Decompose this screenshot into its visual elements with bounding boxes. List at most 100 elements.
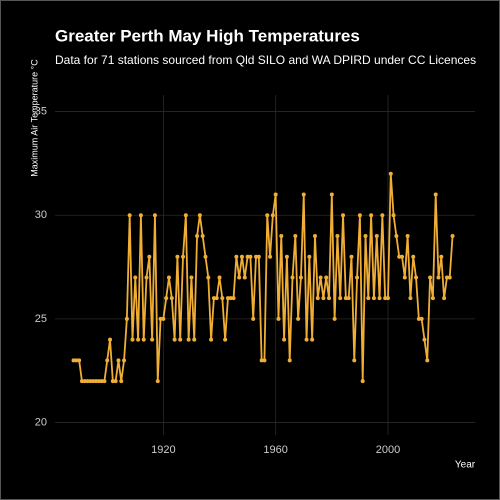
point	[436, 275, 441, 280]
point	[301, 192, 306, 197]
point	[262, 358, 267, 363]
y-tick-label: 35	[35, 105, 47, 117]
point	[352, 358, 357, 363]
point	[124, 316, 129, 321]
point	[304, 337, 309, 342]
point	[102, 379, 107, 384]
x-axis-label: Year	[455, 460, 476, 471]
point	[158, 316, 163, 321]
point	[169, 296, 174, 301]
point	[256, 254, 261, 259]
point	[400, 254, 405, 259]
point	[284, 254, 289, 259]
point	[234, 254, 239, 259]
point	[79, 379, 84, 384]
point	[402, 275, 407, 280]
point	[71, 358, 76, 363]
point	[127, 213, 132, 218]
point	[366, 296, 371, 301]
x-tick-label: 1960	[263, 444, 287, 456]
point	[450, 233, 455, 238]
point	[341, 213, 346, 218]
point	[110, 379, 115, 384]
point	[327, 296, 332, 301]
point	[371, 296, 376, 301]
point	[93, 379, 98, 384]
point	[287, 358, 292, 363]
point	[296, 316, 301, 321]
point	[197, 213, 202, 218]
point	[428, 275, 433, 280]
y-tick-label: 20	[35, 416, 47, 428]
point	[133, 275, 138, 280]
point	[239, 254, 244, 259]
point	[380, 213, 385, 218]
point	[231, 296, 236, 301]
point	[172, 337, 177, 342]
point	[91, 379, 96, 384]
point	[307, 254, 312, 259]
point	[369, 213, 374, 218]
point	[268, 254, 273, 259]
point	[254, 254, 259, 259]
point	[259, 358, 264, 363]
point	[138, 213, 143, 218]
point	[310, 337, 315, 342]
point	[122, 358, 127, 363]
point	[425, 358, 430, 363]
point	[360, 379, 365, 384]
point	[385, 296, 390, 301]
point	[405, 233, 410, 238]
point	[391, 213, 396, 218]
point	[223, 337, 228, 342]
point	[265, 213, 270, 218]
point	[99, 379, 104, 384]
point	[343, 296, 348, 301]
point	[178, 337, 183, 342]
point	[248, 254, 253, 259]
y-tick-label: 30	[35, 209, 47, 221]
point	[186, 337, 191, 342]
chart-subtitle: Data for 71 stations sourced from Qld SI…	[55, 53, 476, 67]
point	[335, 233, 340, 238]
point	[155, 379, 160, 384]
point	[220, 296, 225, 301]
point	[136, 337, 141, 342]
point	[225, 296, 230, 301]
point	[150, 337, 155, 342]
point	[161, 316, 166, 321]
point	[332, 316, 337, 321]
point	[183, 213, 188, 218]
point	[363, 233, 368, 238]
point	[113, 379, 118, 384]
point	[312, 233, 317, 238]
point	[430, 296, 435, 301]
point	[245, 254, 250, 259]
point	[203, 254, 208, 259]
point	[321, 296, 326, 301]
point	[228, 296, 233, 301]
x-tick-label: 1920	[151, 444, 175, 456]
point	[88, 379, 93, 384]
point	[290, 275, 295, 280]
point	[141, 337, 146, 342]
point	[318, 275, 323, 280]
point	[242, 275, 247, 280]
point	[383, 296, 388, 301]
point	[298, 275, 303, 280]
point	[411, 254, 416, 259]
point	[85, 379, 90, 384]
point	[315, 296, 320, 301]
point	[96, 379, 101, 384]
chart-title: Greater Perth May High Temperatures	[55, 26, 360, 45]
point	[251, 316, 256, 321]
point	[116, 358, 121, 363]
point	[355, 275, 360, 280]
point	[374, 233, 379, 238]
point	[329, 192, 334, 197]
point	[164, 296, 169, 301]
point	[416, 316, 421, 321]
point	[192, 337, 197, 342]
point	[105, 358, 110, 363]
point	[119, 379, 124, 384]
